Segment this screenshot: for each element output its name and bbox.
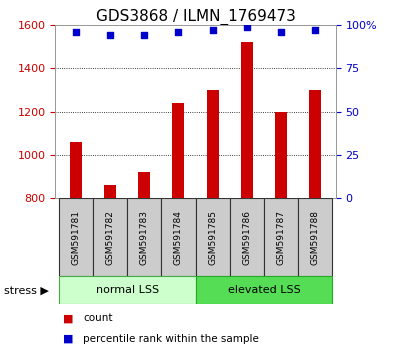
Text: ■: ■ bbox=[63, 313, 74, 323]
Bar bbox=[70, 142, 82, 198]
Text: GSM591783: GSM591783 bbox=[140, 210, 149, 265]
Point bbox=[107, 32, 113, 38]
Point bbox=[244, 24, 250, 29]
Bar bbox=[127, 198, 161, 276]
Text: stress ▶: stress ▶ bbox=[4, 285, 49, 295]
Point bbox=[312, 27, 318, 33]
Bar bbox=[59, 276, 196, 304]
Text: normal LSS: normal LSS bbox=[96, 285, 159, 295]
Text: GSM591785: GSM591785 bbox=[208, 210, 217, 265]
Bar bbox=[196, 198, 230, 276]
Text: GSM591782: GSM591782 bbox=[105, 210, 115, 265]
Point bbox=[73, 29, 79, 35]
Point bbox=[175, 29, 182, 35]
Text: count: count bbox=[83, 313, 113, 323]
Text: GSM591786: GSM591786 bbox=[242, 210, 251, 265]
Bar bbox=[241, 42, 253, 198]
Bar bbox=[161, 198, 196, 276]
Bar bbox=[298, 198, 332, 276]
Bar bbox=[173, 103, 184, 198]
Bar bbox=[230, 198, 264, 276]
Text: GSM591784: GSM591784 bbox=[174, 210, 183, 265]
Text: GSM591781: GSM591781 bbox=[71, 210, 80, 265]
Title: GDS3868 / ILMN_1769473: GDS3868 / ILMN_1769473 bbox=[96, 8, 295, 25]
Point bbox=[209, 27, 216, 33]
Bar bbox=[59, 198, 93, 276]
Point bbox=[141, 32, 147, 38]
Bar bbox=[264, 198, 298, 276]
Text: GSM591788: GSM591788 bbox=[311, 210, 320, 265]
Text: GSM591787: GSM591787 bbox=[276, 210, 286, 265]
Point bbox=[278, 29, 284, 35]
Text: percentile rank within the sample: percentile rank within the sample bbox=[83, 334, 259, 344]
Bar bbox=[196, 276, 332, 304]
Bar bbox=[104, 185, 116, 198]
Bar bbox=[207, 90, 218, 198]
Bar bbox=[93, 198, 127, 276]
Bar bbox=[138, 172, 150, 198]
Text: ■: ■ bbox=[63, 334, 74, 344]
Bar bbox=[309, 90, 321, 198]
Bar bbox=[275, 112, 287, 198]
Text: elevated LSS: elevated LSS bbox=[228, 285, 300, 295]
